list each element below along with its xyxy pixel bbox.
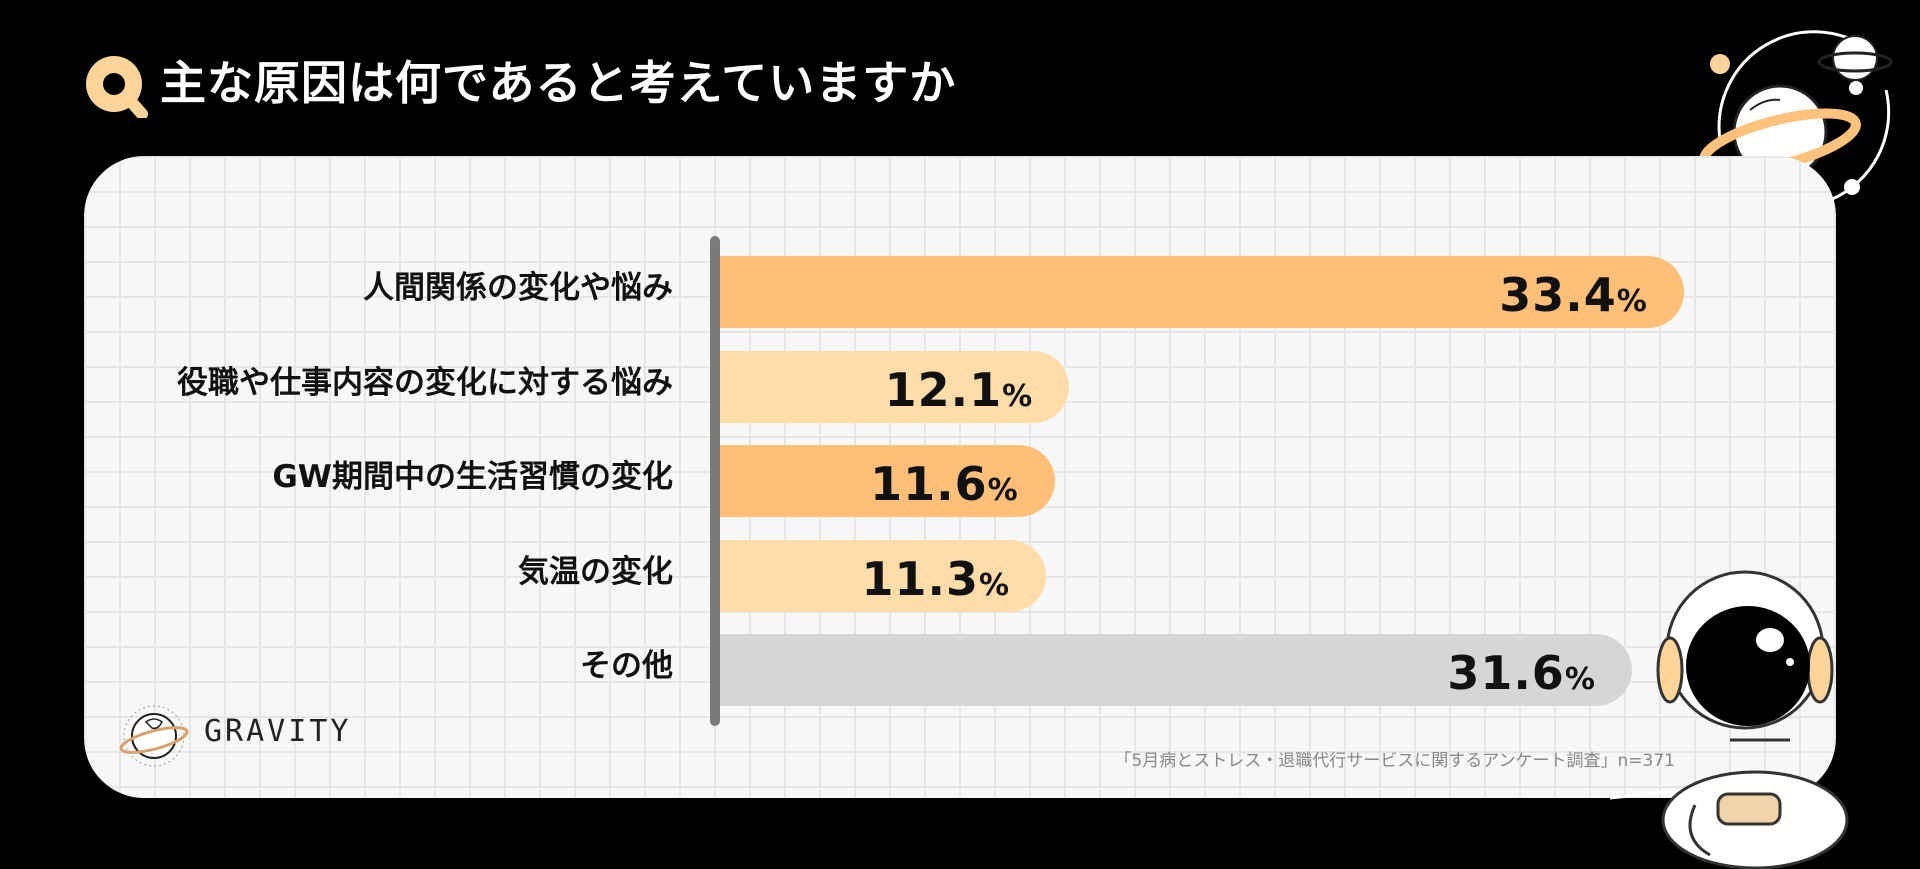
value-label: 31.6% <box>1447 646 1596 700</box>
bar <box>720 540 1047 612</box>
gravity-logo-icon <box>119 705 189 767</box>
value-label: 11.6% <box>870 457 1019 511</box>
category-label: GW期間中の生活習慣の変化 <box>272 459 673 495</box>
value-label: 11.3% <box>861 552 1011 606</box>
category-label: 気温の変化 <box>518 554 673 590</box>
brand-name: GRAVITY <box>204 714 352 749</box>
source-note: 「5月病とストレス・退職代行サービスに関するアンケート調査」n=371 <box>1114 751 1675 771</box>
category-label: 人間関係の変化や悩み <box>363 270 673 306</box>
category-label: その他 <box>580 648 673 684</box>
page-title: 主な原因は何であると考えていますか <box>160 56 957 110</box>
q-badge-letter: Q <box>82 52 83 53</box>
value-label: 33.4% <box>1499 268 1648 322</box>
bar <box>720 351 1070 423</box>
astronaut-illustration <box>1610 570 1849 869</box>
bar <box>720 256 1684 328</box>
value-label: 12.1% <box>884 363 1034 417</box>
bar <box>720 445 1055 517</box>
chart-axis <box>710 236 720 726</box>
category-label: 役職や仕事内容の変化に対する悩み <box>177 365 673 401</box>
q-badge-icon: Q <box>82 52 148 118</box>
bar <box>720 634 1632 706</box>
